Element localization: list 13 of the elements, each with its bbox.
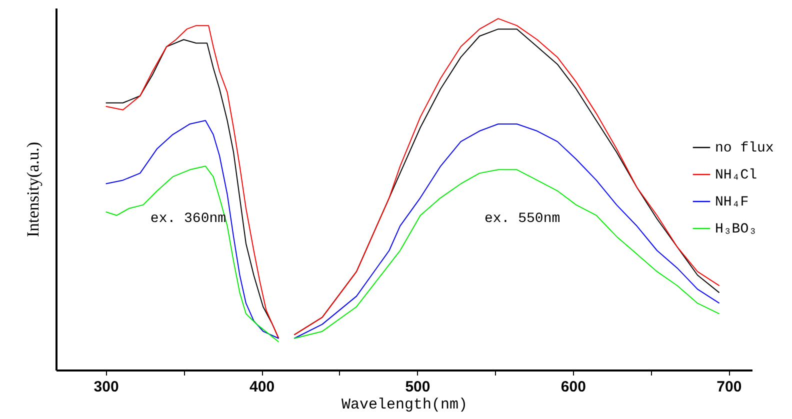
legend-label: NH₄Cl (715, 168, 758, 184)
annotation: ex. 550nm (484, 210, 560, 227)
x-tick-label: 500 (405, 378, 430, 396)
x-tick-label: 700 (716, 378, 742, 396)
x-tick-label: 600 (560, 378, 586, 396)
legend-label: NH₄F (715, 194, 749, 210)
annotation: ex. 360nm (150, 210, 226, 227)
x-tick-label: 400 (250, 378, 275, 396)
x-axis-title: Wavelength(nm) (341, 396, 468, 414)
y-axis-title: Intensity(a.u.) (24, 142, 42, 238)
x-tick-label: 300 (94, 378, 119, 396)
legend-label: H₃BO₃ (715, 222, 758, 238)
legend-label: no flux (715, 140, 774, 156)
